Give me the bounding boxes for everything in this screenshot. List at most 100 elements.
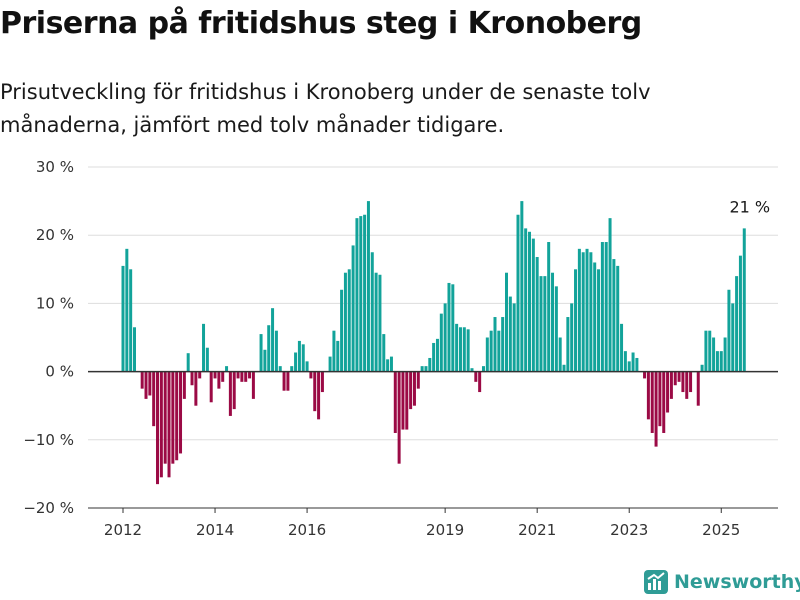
bar [320,371,324,393]
bar [190,371,194,386]
bar [643,371,647,379]
bar [685,371,689,399]
bar [520,201,524,372]
x-tick-label: 2019 [426,521,464,539]
bar [738,255,742,372]
x-tick-label: 2025 [702,521,740,539]
bar [723,337,727,372]
x-tick-label: 2012 [104,521,142,539]
bar [263,349,267,372]
bar [129,269,133,372]
bar [600,242,604,372]
bar [412,371,416,406]
bar [623,351,627,372]
bar [574,269,578,372]
bar [378,274,382,372]
bar [405,371,409,430]
bar [148,371,152,396]
bar [435,338,439,372]
bar [401,371,405,430]
bar [221,371,225,382]
bar [627,361,631,372]
bar [497,330,501,372]
bar [232,371,236,410]
bar [593,262,597,372]
bar [278,366,282,372]
bar [343,272,347,372]
bar [167,371,171,478]
y-tick-label: 30 % [36,158,74,176]
bar [267,325,271,372]
x-tick-label: 2023 [610,521,648,539]
bar [669,371,673,399]
bar [294,352,298,372]
bar [474,371,478,382]
bar [447,282,451,372]
x-tick-label: 2016 [288,521,326,539]
bar [424,366,428,372]
bar [731,303,735,372]
bar [489,330,493,372]
bar [140,371,144,389]
bar [719,351,723,372]
bar [646,371,650,420]
bar [290,366,294,372]
bar [386,359,390,372]
bar [121,265,125,372]
bar [543,276,547,372]
bar [305,361,309,372]
brand-name: Newsworthy [674,571,800,593]
bar [727,289,731,372]
bar [313,371,317,412]
bar [654,371,658,447]
bar-chart: 30 %20 %10 %0 %−10 %−20 % 2012 2014 2016 20… [23,158,778,539]
bar [340,289,344,372]
bar [712,337,716,372]
bar [159,371,163,478]
bar [481,366,485,372]
bar [708,330,712,372]
bar [175,371,179,461]
bar [240,371,244,382]
bar [393,371,397,433]
bar [363,214,367,372]
bar [512,303,516,372]
bar [485,337,489,372]
bar [236,371,240,379]
bar [458,327,462,372]
bar [332,330,336,372]
bar [635,357,639,372]
bar [186,353,190,372]
bar [366,201,370,372]
bar [696,371,700,406]
bar [742,228,746,372]
bar [581,252,585,372]
bar [152,371,156,427]
newsworthy-logo-icon [644,570,668,594]
bar [171,371,175,464]
bar [439,313,443,372]
bar [194,371,198,406]
bar [420,366,424,372]
bar [616,265,620,372]
bar [470,368,474,372]
last-value-label: 21 % [729,197,770,216]
bar [700,364,704,372]
bar [566,317,570,372]
bar [359,216,363,372]
bar [608,218,612,372]
brand-logo[interactable]: Newsworthy [644,570,800,594]
bar [336,340,340,372]
bar [282,371,286,391]
bar [505,272,508,372]
bar [604,242,608,372]
bar [286,371,290,391]
bar [451,284,455,372]
bar [516,214,520,372]
bar [650,371,654,433]
bars [121,201,746,485]
bar [673,371,677,386]
grid-lines [88,166,778,509]
bar [658,371,662,427]
bar [397,371,401,464]
